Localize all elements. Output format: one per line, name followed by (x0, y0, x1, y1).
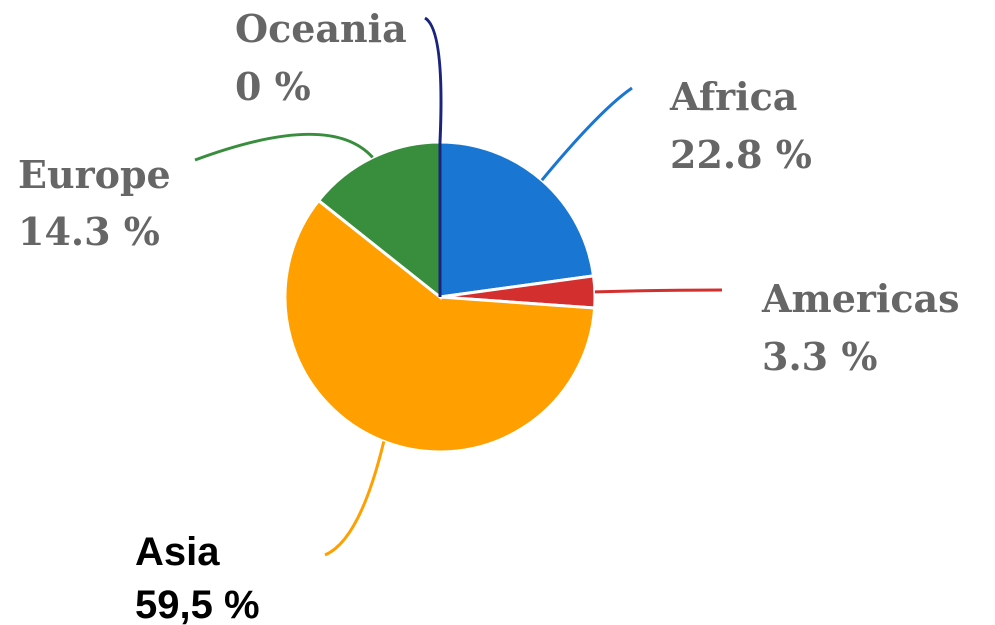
pie-slice (316, 140, 442, 301)
value-label: 59,5 % (135, 583, 260, 625)
leader-line (540, 86, 633, 182)
leader-line (594, 288, 723, 294)
value-label: 3.3 % (762, 334, 877, 379)
pie-slice (438, 140, 596, 299)
slice-label: Asia (135, 530, 220, 574)
slice-label: Americas (761, 276, 959, 321)
value-label: 0 % (235, 64, 311, 109)
value-label: 14.3 % (18, 209, 160, 254)
leader-line (424, 16, 443, 143)
slice-label: Europe (18, 152, 171, 197)
leader-line (324, 441, 386, 557)
slice-label: Africa (669, 74, 797, 119)
leader-line (194, 132, 374, 162)
value-label: 22.8 % (670, 132, 812, 177)
slice-label: Oceania (235, 6, 407, 51)
